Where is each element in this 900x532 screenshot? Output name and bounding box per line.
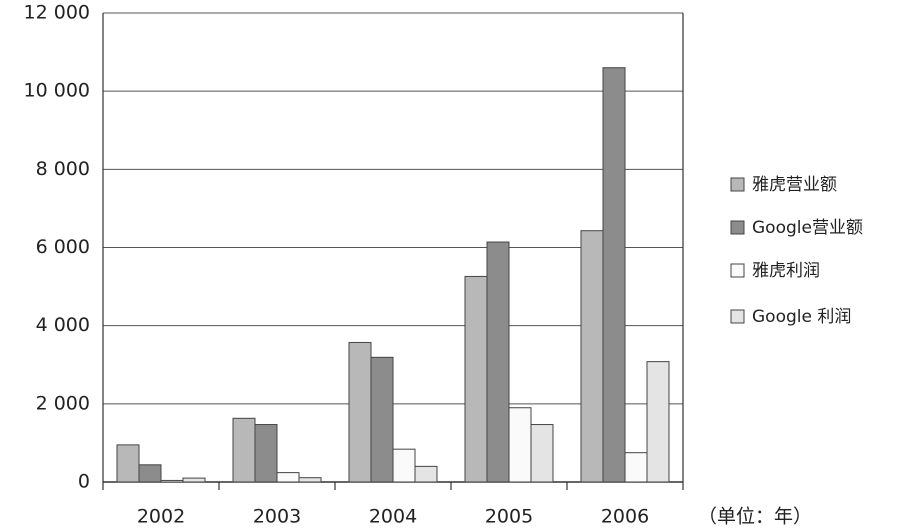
bar [254, 424, 278, 483]
bar [232, 417, 256, 483]
y-tick-label: 6 000 [36, 236, 90, 258]
bar [116, 444, 140, 483]
x-tick-label: 2005 [485, 506, 533, 528]
bar [580, 230, 604, 483]
x-tick-label: 2006 [601, 506, 649, 528]
bar [414, 465, 438, 483]
y-tick-label: 2 000 [36, 392, 90, 414]
bar [370, 356, 394, 483]
bar [486, 241, 510, 483]
bar [348, 341, 372, 483]
bar [508, 407, 532, 483]
y-tick-label: 0 [78, 471, 90, 493]
bar [298, 477, 322, 483]
bar [138, 464, 162, 483]
y-tick-label: 4 000 [36, 314, 90, 336]
bar [602, 67, 626, 483]
legend-label: 雅虎利润 [752, 261, 820, 281]
bar [392, 448, 416, 483]
legend-label: Google营业额 [752, 218, 863, 238]
legend-swatch [730, 220, 745, 235]
legend-label: Google 利润 [752, 307, 851, 327]
bar [182, 477, 206, 483]
x-tick-label: 2003 [253, 506, 301, 528]
bar [646, 361, 670, 483]
x-tick-label: 2002 [137, 506, 185, 528]
y-tick-label: 8 000 [36, 158, 90, 180]
bar [624, 452, 648, 483]
bar [160, 479, 184, 483]
y-tick-label: 10 000 [24, 80, 90, 102]
unit-label: （单位：年） [698, 506, 812, 528]
legend-swatch [730, 263, 745, 278]
bar [464, 275, 488, 483]
y-tick-label: 12 000 [24, 2, 90, 24]
legend-label: 雅虎营业额 [752, 175, 837, 195]
bar [530, 424, 554, 483]
legend-swatch [730, 309, 745, 324]
legend-swatch [730, 177, 745, 192]
bar [276, 472, 300, 483]
x-tick-label: 2004 [369, 506, 417, 528]
